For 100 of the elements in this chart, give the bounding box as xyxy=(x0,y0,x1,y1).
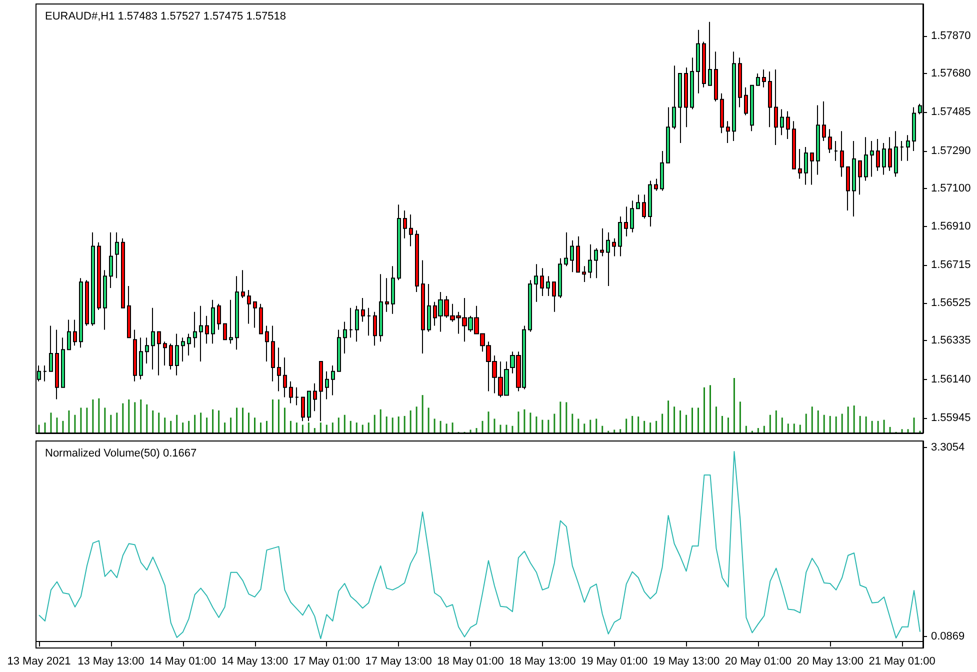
candlestick xyxy=(546,276,550,296)
candlestick xyxy=(427,284,431,332)
candlestick xyxy=(109,232,113,289)
candlestick xyxy=(217,303,221,330)
candlestick xyxy=(888,136,892,172)
candlestick xyxy=(115,232,119,279)
candlestick xyxy=(630,200,634,233)
candlestick xyxy=(121,238,125,308)
candlestick xyxy=(798,148,802,180)
candlestick xyxy=(846,166,850,212)
candlestick xyxy=(696,29,700,94)
candlestick xyxy=(564,232,568,267)
candlestick xyxy=(403,210,407,239)
candlestick xyxy=(558,258,562,298)
x-tick-label: 18 May 01:00 xyxy=(437,656,504,668)
candlestick xyxy=(133,329,137,382)
y-tick-label: 3.3054 xyxy=(931,442,965,454)
candlestick xyxy=(876,138,880,172)
candlestick xyxy=(91,232,95,326)
x-tick-label: 20 May 01:00 xyxy=(724,656,792,668)
candlestick xyxy=(421,260,425,354)
candlestick xyxy=(193,311,197,348)
candlestick xyxy=(259,303,263,334)
text: Normalized Volume(50) 0.1667 xyxy=(45,448,197,460)
candlestick xyxy=(223,323,227,340)
candlestick xyxy=(79,278,83,348)
candlestick xyxy=(702,41,706,88)
candlestick xyxy=(786,110,790,140)
candlestick xyxy=(894,130,898,178)
x-tick-label: 14 May 01:00 xyxy=(150,656,216,668)
y-tick-label: 1.57290 xyxy=(931,144,971,157)
candlestick xyxy=(576,236,580,273)
y-tick-label: 1.56910 xyxy=(931,220,971,232)
x-tick-label: 14 May 13:00 xyxy=(221,656,288,668)
x-tick-label: 21 May 01:00 xyxy=(868,656,936,668)
candlestick xyxy=(211,299,215,344)
x-tick-label: 13 May 13:00 xyxy=(78,656,144,668)
candlestick xyxy=(361,297,365,322)
candlestick xyxy=(181,337,185,362)
candlestick xyxy=(906,134,910,162)
candlestick xyxy=(624,206,628,237)
candlestick xyxy=(307,390,311,422)
candlestick xyxy=(253,301,257,328)
candlestick xyxy=(205,315,209,344)
x-tick-label: 19 May 13:00 xyxy=(652,656,720,668)
candlestick xyxy=(708,21,712,86)
candlestick xyxy=(187,333,191,356)
candlestick xyxy=(295,386,299,406)
candlestick xyxy=(103,270,107,330)
x-tick-label: 19 May 01:00 xyxy=(581,656,648,668)
candlestick xyxy=(379,274,383,342)
y-tick-label: 1.56140 xyxy=(931,373,971,386)
candlestick xyxy=(672,65,676,130)
x-tick-label: 18 May 13:00 xyxy=(509,656,576,668)
candlestick xyxy=(810,152,814,186)
candlestick xyxy=(343,321,347,354)
candlestick xyxy=(247,290,251,324)
candlestick xyxy=(648,180,652,227)
candlestick xyxy=(690,57,694,110)
candlestick xyxy=(319,361,323,422)
text: EURAUD#,H1 1.57483 1.57527 1.57475 1.57518 xyxy=(45,10,286,22)
candlestick xyxy=(792,120,796,170)
candlestick xyxy=(912,106,916,152)
candlestick xyxy=(618,216,622,257)
candlestick xyxy=(313,382,317,412)
y-tick-label: 1.57870 xyxy=(931,30,971,42)
candlestick xyxy=(594,248,598,279)
candlestick xyxy=(732,51,736,142)
candlestick xyxy=(726,120,730,144)
candlestick xyxy=(271,325,275,382)
y-tick-label: 1.56335 xyxy=(931,334,971,347)
candlestick xyxy=(85,280,89,326)
candlestick xyxy=(678,73,682,144)
candlestick xyxy=(660,150,664,192)
candlestick xyxy=(684,67,688,128)
candlestick xyxy=(175,333,179,376)
candlestick xyxy=(900,140,904,162)
candlestick xyxy=(816,104,820,176)
candlestick xyxy=(744,86,748,116)
candlestick xyxy=(882,142,886,176)
y-tick-label: 1.57100 xyxy=(931,182,971,195)
candlestick xyxy=(157,331,161,376)
candlestick xyxy=(528,280,532,332)
candlestick xyxy=(552,282,556,312)
candlestick xyxy=(169,343,173,370)
candlestick xyxy=(151,307,155,370)
candlestick xyxy=(97,242,101,310)
candlestick xyxy=(714,51,718,102)
candlestick xyxy=(720,92,724,134)
candlestick xyxy=(199,305,203,362)
candlestick xyxy=(415,230,419,292)
candlestick xyxy=(642,194,646,219)
candlestick xyxy=(331,364,335,396)
candlestick xyxy=(163,341,167,366)
candlestick xyxy=(600,228,604,257)
candlestick xyxy=(61,337,65,388)
candlestick xyxy=(750,84,754,132)
candlestick xyxy=(73,319,77,346)
x-tick-label: 17 May 01:00 xyxy=(293,656,360,668)
candlestick xyxy=(385,278,389,312)
